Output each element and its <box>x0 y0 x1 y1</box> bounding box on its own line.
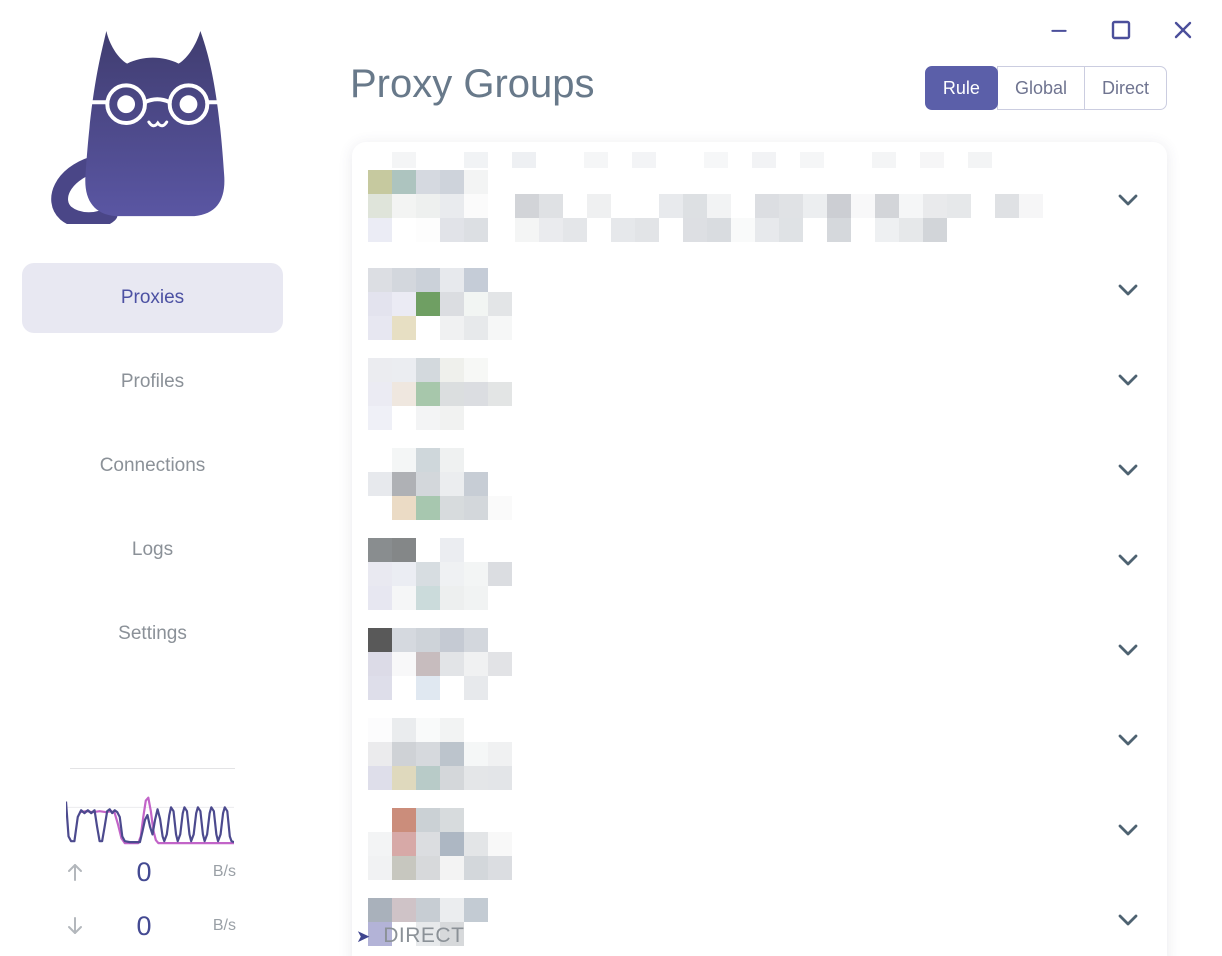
censored-group-name <box>368 448 512 520</box>
proxy-group-row[interactable] <box>352 506 1167 610</box>
censored-group-detail <box>515 194 1043 242</box>
cat-eye-left <box>117 95 136 114</box>
proxy-group-list: ➤ DIRECT <box>352 146 1167 956</box>
censored-group-name <box>368 898 488 946</box>
chevron-down-icon[interactable] <box>1117 192 1139 209</box>
selected-proxy-label: DIRECT <box>383 924 465 947</box>
mode-rule-button[interactable]: Rule <box>924 66 998 110</box>
page-title: Proxy Groups <box>350 62 595 106</box>
chevron-down-icon[interactable] <box>1117 372 1139 389</box>
download-speed-unit: B/s <box>212 917 236 934</box>
cat-body <box>85 30 225 217</box>
mode-switcher: Rule Global Direct <box>924 66 1167 110</box>
traffic-sparkline <box>66 788 234 846</box>
chevron-down-icon[interactable] <box>1117 282 1139 299</box>
sidebar: Proxies Profiles Connections Logs Settin… <box>0 0 340 956</box>
close-button[interactable] <box>1170 16 1196 44</box>
mode-direct-button[interactable]: Direct <box>1083 66 1167 110</box>
chevron-down-icon[interactable] <box>1117 822 1139 839</box>
sidebar-item-profiles[interactable]: Profiles <box>120 371 185 392</box>
proxy-group-row[interactable] <box>352 416 1167 520</box>
chevron-down-icon[interactable] <box>1117 732 1139 749</box>
proxy-group-row[interactable] <box>352 236 1167 340</box>
proxy-group-row[interactable] <box>352 596 1167 700</box>
traffic-down-line <box>66 802 234 843</box>
traffic-download-row: 0 B/s <box>64 910 236 942</box>
cat-glasses <box>87 83 225 125</box>
window-controls <box>1046 16 1196 44</box>
traffic-upload-row: 0 B/s <box>64 856 236 888</box>
now-arrow-icon: ➤ <box>356 926 371 946</box>
chevron-down-icon[interactable] <box>1117 552 1139 569</box>
proxy-group-row[interactable] <box>352 146 1167 242</box>
proxy-group-row[interactable] <box>352 776 1167 880</box>
upload-speed-unit: B/s <box>212 863 236 880</box>
maximize-button[interactable] <box>1108 16 1134 44</box>
sidebar-item-connections[interactable]: Connections <box>99 455 206 476</box>
arrow-down-icon <box>64 915 92 937</box>
proxy-groups-card: ➤ DIRECT <box>352 142 1167 956</box>
cat-eye-right <box>179 95 198 114</box>
sidebar-divider <box>70 768 235 769</box>
censored-group-name <box>368 628 512 700</box>
sidebar-item-settings[interactable]: Settings <box>118 623 187 644</box>
cat-mouth <box>147 120 169 128</box>
proxy-group-row[interactable] <box>352 326 1167 430</box>
censored-group-name <box>368 808 512 880</box>
selected-proxy-line: ➤ DIRECT <box>356 924 464 948</box>
sidebar-item-proxies[interactable]: Proxies <box>22 263 283 333</box>
cat-tail <box>51 156 118 224</box>
download-speed-value: 0 <box>136 910 152 941</box>
sidebar-nav: Proxies Profiles Connections Logs Settin… <box>22 263 283 683</box>
proxy-group-row[interactable] <box>352 686 1167 790</box>
proxy-group-row[interactable]: ➤ DIRECT <box>352 866 1167 956</box>
censored-group-name <box>368 358 512 430</box>
censored-group-name <box>368 718 512 790</box>
chevron-down-icon[interactable] <box>1117 642 1139 659</box>
upload-speed-value: 0 <box>136 856 152 887</box>
chevron-down-icon[interactable] <box>1117 462 1139 479</box>
censored-group-name <box>368 170 488 242</box>
mode-global-button[interactable]: Global <box>996 66 1085 110</box>
censored-strip <box>368 152 1040 168</box>
censored-group-name <box>368 268 512 340</box>
arrow-up-icon <box>64 861 92 883</box>
censored-group-name <box>368 538 512 610</box>
minimize-button[interactable] <box>1046 16 1072 44</box>
chevron-down-icon[interactable] <box>1117 912 1139 929</box>
sidebar-item-logs[interactable]: Logs <box>131 539 174 560</box>
clash-cat-logo <box>51 30 225 224</box>
